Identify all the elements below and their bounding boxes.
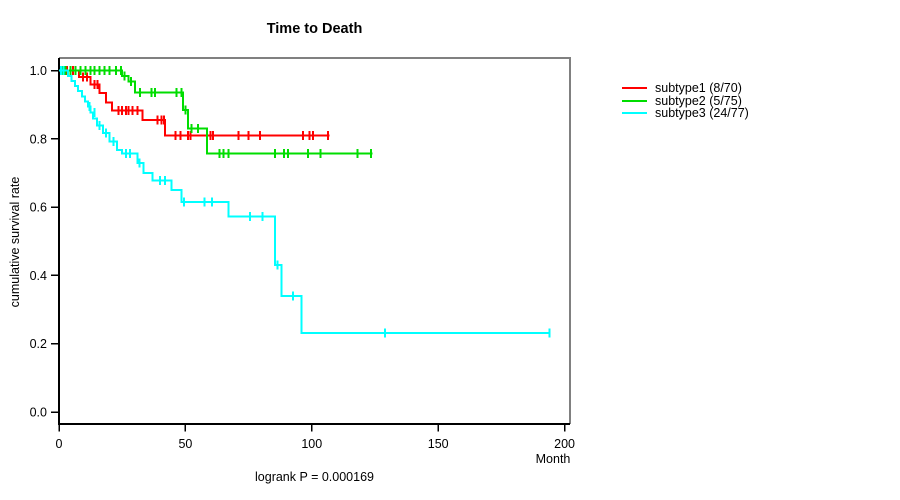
- legend-swatch-subtype1: [622, 87, 647, 90]
- y-tick-label: 0.8: [30, 132, 47, 146]
- chart-title: Time to Death: [266, 21, 363, 37]
- survival-curve-subtype2: [59, 69, 373, 155]
- legend-item-label: subtype3 (24/77): [655, 106, 749, 121]
- x-tick-label: 0: [56, 437, 63, 451]
- survival-curve-subtype3: [59, 69, 550, 334]
- y-tick-label: 0.6: [30, 201, 47, 215]
- legend-item-subtype2: subtype2 (5/75): [622, 93, 749, 108]
- legend-swatch-subtype3: [622, 112, 647, 115]
- legend-swatch-subtype2: [622, 99, 647, 102]
- legend: subtype1 (8/70) subtype2 (5/75) subtype3…: [622, 81, 749, 121]
- x-tick-label: 200: [554, 437, 575, 451]
- x-tick-label: 150: [428, 437, 449, 451]
- survival-curve-subtype1: [59, 69, 330, 137]
- y-tick-label: 0.2: [30, 337, 47, 351]
- legend-item-subtype3: subtype3 (24/77): [622, 106, 749, 121]
- y-axis-label: cumulative survival rate: [8, 176, 22, 308]
- legend-item-label: subtype2 (5/75): [655, 93, 742, 108]
- x-tick-label: 50: [178, 437, 192, 451]
- y-tick-label: 0.0: [30, 405, 47, 419]
- axis-lines: [58, 58, 570, 425]
- x-tick-label: 100: [301, 437, 322, 451]
- legend-item-subtype1: subtype1 (8/70): [622, 81, 749, 96]
- x-axis-label: Month: [535, 452, 571, 466]
- y-tick-label: 1.0: [30, 64, 47, 78]
- logrank-annotation: logrank P = 0.000169: [255, 470, 374, 484]
- legend-item-label: subtype1 (8/70): [655, 81, 742, 96]
- y-tick-label: 0.4: [30, 269, 47, 283]
- plot-box-border: [59, 57, 571, 424]
